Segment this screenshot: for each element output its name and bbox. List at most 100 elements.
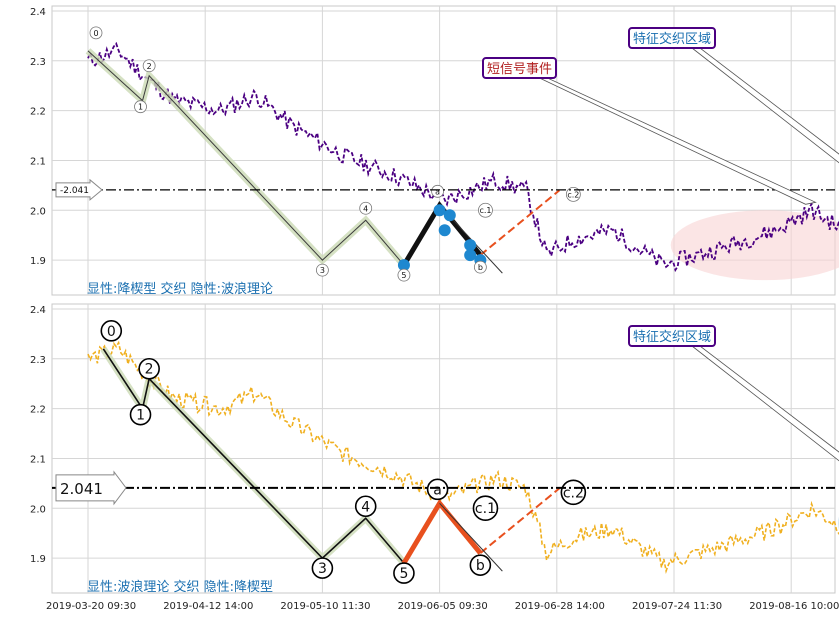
wave-label-marker <box>315 263 329 277</box>
wave-label: 0 <box>93 29 98 38</box>
y-tick-label: 2.4 <box>30 7 46 18</box>
wave-label-marker <box>311 557 334 579</box>
signal-marker <box>443 209 456 222</box>
wave-label: 1 <box>136 408 145 424</box>
wave-projection <box>479 487 560 554</box>
reference-line-tag <box>55 470 127 506</box>
y-tick-label: 2.1 <box>30 156 46 167</box>
y-tick-label: 2.3 <box>30 57 46 68</box>
wave-label: 4 <box>363 204 368 213</box>
plot-area-bottom <box>51 303 836 594</box>
wave-label-marker <box>426 478 449 501</box>
wave-label-marker <box>359 201 373 215</box>
wave-label-marker <box>100 320 123 342</box>
reference-line-top: -2.041 <box>52 178 835 201</box>
y-tick-label: 1.9 <box>30 256 46 267</box>
annotation-box <box>482 57 557 79</box>
wave-thin-line <box>439 502 503 572</box>
reference-line-bottom: 2.041 <box>52 470 835 506</box>
wave-structure-bottom: 0 1 2 3 4 5 a b c.1 c.2 <box>100 320 587 584</box>
y-axis-bottom: 1.9 2.0 2.1 2.2 2.3 2.4 <box>30 305 46 565</box>
wave-label: 2 <box>145 362 154 378</box>
wave-projection <box>479 189 560 256</box>
wave-label: 3 <box>320 266 325 275</box>
price-line <box>87 41 839 273</box>
signal-marker <box>464 249 477 262</box>
x-tick-label: 2019-08-16 10:00 <box>749 601 839 612</box>
wave-line <box>102 348 405 564</box>
x-tick-label: 2019-05-10 11:30 <box>280 601 370 612</box>
wave-label-marker <box>134 100 147 114</box>
wave-label-marker <box>393 562 415 584</box>
wave-label: c.1 <box>479 206 491 215</box>
y-tick-label: 2.0 <box>30 206 46 217</box>
wave-structure-top: 0 1 2 3 4 5 a b c.1 c.2 <box>85 26 581 282</box>
annotation-text: 短信号事件 <box>487 62 552 77</box>
signal-marker <box>397 259 410 272</box>
wave-label-marker <box>397 268 411 282</box>
wave-label: c.2 <box>563 485 584 501</box>
wave-label: 3 <box>318 561 327 577</box>
reference-line-label: -2.041 <box>60 186 89 196</box>
signal-marker <box>433 204 446 217</box>
price-series-top <box>87 41 839 273</box>
wave-label: c.2 <box>567 190 579 199</box>
wave-label-marker <box>89 26 103 40</box>
wave-label: b <box>478 263 483 272</box>
price-line <box>87 340 839 574</box>
reference-line-label: 2.041 <box>60 480 103 498</box>
wave-label-marker <box>142 59 156 73</box>
wave-label: 1 <box>138 103 143 112</box>
signal-event-region <box>670 210 839 281</box>
wave-label: 5 <box>401 271 406 280</box>
wave-label: 0 <box>107 324 116 340</box>
x-tick-label: 2019-07-24 11:30 <box>632 601 722 612</box>
wave-label: 2 <box>147 62 152 71</box>
wave-label: a <box>433 482 442 498</box>
x-tick-label: 2019-04-12 14:00 <box>163 601 253 612</box>
wave-label: a <box>435 187 440 196</box>
panel-top: 1.9 2.0 2.1 2.2 2.3 2.4 0 1 2 3 4 5 a b c.1 c.2 -2.041… <box>30 5 839 297</box>
wave-label-marker <box>138 357 160 380</box>
annotations-top: 短信号事件 特征交织区域 <box>482 27 839 205</box>
annotation-box <box>628 27 716 49</box>
wave-label: b <box>476 558 485 574</box>
wave-label-marker <box>472 495 499 522</box>
annotation-text: 特征交织区域 <box>633 329 711 345</box>
y-tick-label: 2.0 <box>30 504 46 515</box>
y-tick-label: 2.1 <box>30 454 46 465</box>
x-tick-label: 2019-03-20 09:30 <box>46 601 136 612</box>
wave-label-marker <box>469 554 492 576</box>
wave-label-marker <box>354 495 377 518</box>
wave-label: c.1 <box>475 501 496 517</box>
annotations-bottom: 特征交织区域 <box>628 325 839 462</box>
wave-label-marker <box>560 479 587 506</box>
reference-line-tag <box>55 178 103 201</box>
y-tick-label: 2.4 <box>30 305 46 316</box>
y-tick-label: 1.9 <box>30 554 46 565</box>
price-series-bottom <box>87 340 839 574</box>
y-axis-top: 1.9 2.0 2.1 2.2 2.3 2.4 <box>30 7 46 267</box>
annotation-box <box>628 325 716 347</box>
wave-label-marker <box>431 184 445 198</box>
wave-label-marker <box>129 403 152 426</box>
x-tick-label: 2019-06-05 09:30 <box>398 601 488 612</box>
x-tick-label: 2019-06-28 14:00 <box>515 601 605 612</box>
wave-label: 5 <box>399 566 408 582</box>
legend-text-top: 显性:降楔型 交织 隐性:波浪理论 <box>87 281 273 297</box>
signal-marker <box>438 224 451 237</box>
wave-label-marker <box>565 186 581 202</box>
legend-text-bottom: 显性:波浪理论 交织 隐性:降楔型 <box>87 579 273 595</box>
x-axis: 2019-03-20 09:30 2019-04-12 14:00 2019-05-… <box>46 601 839 612</box>
y-tick-label: 2.3 <box>30 355 46 366</box>
wave-label-marker <box>478 202 493 218</box>
annotation-text: 特征交织区域 <box>633 31 711 47</box>
y-tick-label: 2.2 <box>30 107 46 118</box>
signal-marker <box>464 239 477 252</box>
y-tick-label: 2.2 <box>30 405 46 416</box>
wave-line <box>87 50 405 266</box>
wave-label-marker <box>473 260 487 274</box>
wave-label: 4 <box>361 499 370 515</box>
